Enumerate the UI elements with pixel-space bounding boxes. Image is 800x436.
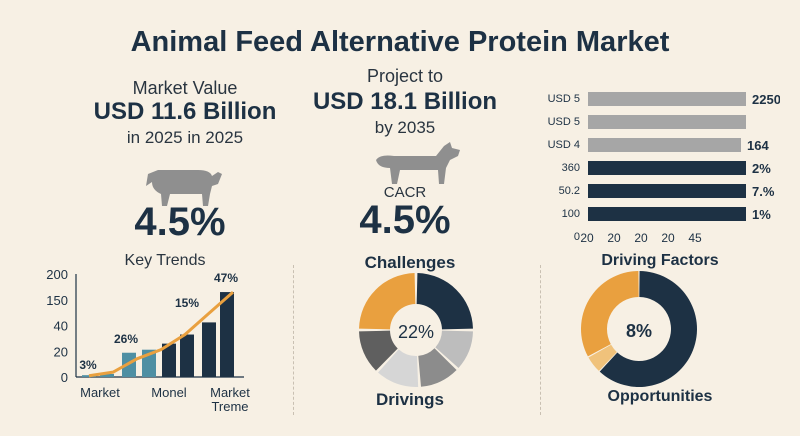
hbar-value-label: 164: [747, 138, 769, 153]
trend-x-tick: Market: [210, 385, 250, 400]
trend-annotation: 47%: [214, 271, 238, 285]
hbar-category-label: 50.2: [559, 185, 580, 197]
trend-bar: [180, 334, 194, 377]
hbar-x-tick: 20: [607, 231, 621, 244]
horizontal-bar-chart: USD 5 2250 USD 5 USD 4 164 360 2% 50.2 7.% 100 1% 0…: [548, 92, 780, 244]
hbar-bar: [588, 115, 746, 129]
donut-slice: [359, 330, 398, 371]
donut-slice: [418, 348, 457, 387]
hbar-category-label: 360: [562, 162, 580, 174]
donut-slice: [581, 271, 639, 357]
trend-annotation: 3%: [79, 358, 97, 372]
hbar-bar: [588, 184, 746, 198]
projection-label: Project to: [366, 66, 444, 86]
projection-sub: by 2035: [374, 118, 436, 137]
trend-line: [88, 290, 234, 378]
hbar-category-label: USD 4: [548, 139, 580, 151]
donut-slice: [378, 349, 419, 387]
hbar-bar: [588, 92, 746, 106]
donut-slice: [588, 344, 617, 371]
market-value: USD 11.6 Billion: [93, 98, 277, 125]
trend-x-tick: Market: [80, 385, 120, 400]
driving-factors-center-label: 8%: [626, 321, 652, 341]
hbar-category-label: 100: [562, 208, 580, 220]
cagr-value: 4.5%: [359, 198, 451, 242]
challenges-bottom: Drivings: [375, 390, 445, 409]
driving-factors-title: Driving Factors: [601, 252, 719, 269]
challenges-center-label: 22%: [398, 322, 434, 342]
trend-bar: [82, 375, 96, 377]
donut-slice: [435, 330, 473, 368]
trend-y-tick: 40: [54, 319, 68, 334]
trend-x-tick: Treme: [211, 399, 248, 414]
key-trends-title: Key Trends: [124, 252, 206, 269]
goat-icon: [376, 142, 460, 184]
trend-y-tick: 0: [61, 370, 68, 385]
hbar-category-label: USD 5: [548, 93, 580, 105]
hbar-x-tick: 45: [688, 231, 702, 244]
hbar-value-label: 7.%: [752, 184, 775, 199]
opportunities-label: Opportunities: [607, 388, 713, 405]
challenges-title: Challenges: [364, 253, 456, 272]
hbar-category-label: 0: [574, 231, 580, 243]
hbar-value-label: 1%: [752, 207, 771, 222]
trend-y-tick: 200: [46, 267, 68, 282]
donut-slice: [416, 273, 473, 330]
trend-bar: [220, 292, 234, 377]
hbar-x-tick: 20: [661, 231, 675, 244]
trend-bar: [100, 373, 114, 377]
hbar-category-label: USD 5: [548, 116, 580, 128]
section-divider: [293, 265, 294, 415]
trend-x-tick: Monel: [151, 385, 187, 400]
hbar-bar: [588, 138, 741, 152]
trend-annotation: 15%: [175, 296, 199, 310]
donut-slice: [599, 271, 697, 387]
trend-bar: [202, 322, 216, 377]
hbar-bar: [588, 207, 746, 221]
market-rate: 4.5%: [134, 200, 226, 244]
projection-value: USD 18.1 Billion: [312, 88, 498, 115]
section-divider: [540, 265, 541, 415]
page-title: Animal Feed Alternative Protein Market: [130, 26, 670, 58]
hbar-x-tick: 20: [634, 231, 648, 244]
driving-factors-donut: 8%: [581, 271, 697, 387]
trend-y-tick: 150: [46, 293, 68, 308]
hbar-value-label: 2250: [752, 92, 780, 107]
trend-y-tick: 20: [54, 344, 68, 359]
hbar-bar: [588, 161, 746, 175]
market-value-sub: in 2025 in 2025: [126, 128, 244, 147]
donut-slice: [359, 273, 416, 330]
trend-annotation: 26%: [114, 332, 138, 346]
hbar-value-label: 2%: [752, 161, 771, 176]
cow-icon: [146, 170, 222, 206]
hbar-x-tick: 20: [580, 231, 594, 244]
challenges-donut: 22%: [359, 273, 473, 387]
cagr-label: CACR: [383, 184, 427, 201]
market-value-label: Market Value: [132, 78, 238, 98]
trend-bar: [162, 343, 176, 377]
